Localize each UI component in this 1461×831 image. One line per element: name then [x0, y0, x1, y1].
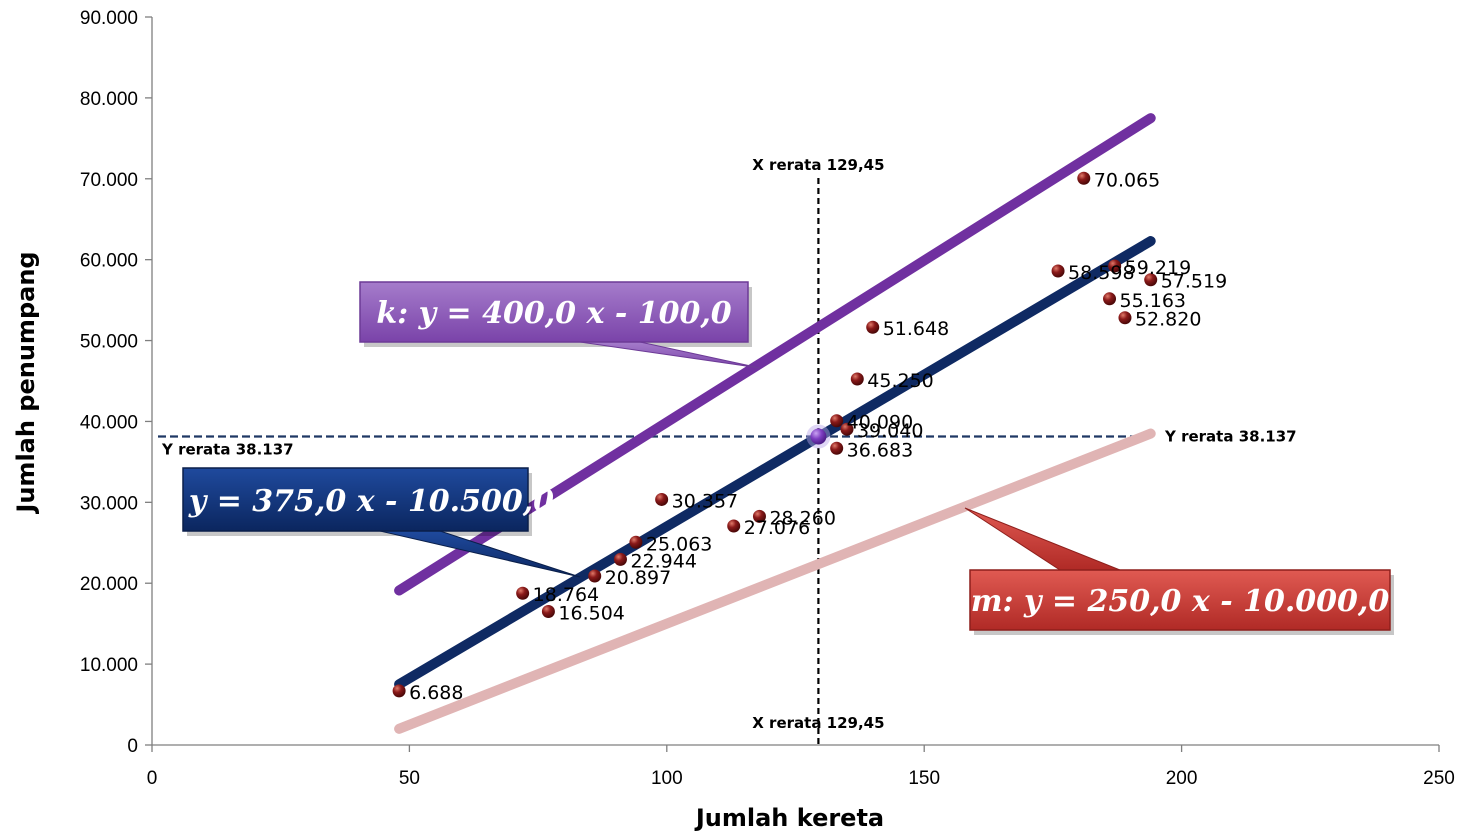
data-label: 40.090 — [847, 412, 913, 434]
reference-lines: X rerata 129,45 X rerata 129,45 Y rerata 3… — [158, 156, 1297, 745]
y-tick-label: 50.000 — [80, 332, 138, 353]
equation-callouts: k: y = 400,0 x - 100,0 l: y = 375,0 x - 1… — [156, 281, 1394, 635]
data-point — [727, 519, 741, 533]
callout-box — [359, 281, 749, 343]
callout-pointer — [964, 507, 1121, 571]
callout-m: m: y = 250,0 x - 10.000,0 — [964, 507, 1394, 635]
axes: 0 10.000 20.000 30.000 40.000 50.000 60.000 70.… — [80, 8, 1455, 789]
data-label: 16.504 — [558, 603, 624, 625]
data-point — [1077, 171, 1091, 185]
data-point — [840, 422, 854, 436]
y-tick-label: 90.000 — [80, 8, 138, 29]
data-point — [516, 586, 530, 600]
data-point — [1144, 273, 1158, 287]
data-label: 27.076 — [744, 517, 810, 539]
data-point — [392, 684, 406, 698]
callout-equation: l: y = 375,0 x - 10.500,0 — [156, 484, 554, 519]
y-tick-label: 80.000 — [80, 89, 138, 110]
data-label: 55.163 — [1120, 290, 1186, 312]
line-m — [394, 428, 1156, 734]
line-l — [394, 236, 1156, 690]
data-label: 30.357 — [672, 490, 738, 512]
data-label: 18.764 — [533, 584, 599, 606]
mean-point — [810, 428, 827, 445]
y-axis-title: Jumlah penumpang — [12, 251, 40, 514]
data-point — [541, 605, 555, 619]
data-point — [830, 414, 844, 428]
data-point — [629, 535, 643, 549]
y-tick-label: 10.000 — [80, 655, 138, 676]
x-mean-label-bottom: X rerata 129,45 — [752, 714, 884, 732]
x-mean-label-top: X rerata 129,45 — [752, 156, 884, 174]
data-label: 45.250 — [867, 370, 933, 392]
callout-equation: k: y = 400,0 x - 100,0 — [376, 296, 731, 331]
fit-lines — [394, 113, 1156, 734]
data-label: 59.219 — [1125, 257, 1191, 279]
data-point — [866, 320, 880, 334]
y-tick-label: 0 — [127, 736, 138, 757]
data-label: 28.260 — [769, 507, 835, 529]
data-label: 6.688 — [409, 682, 463, 704]
callout-box — [182, 467, 529, 532]
x-tick-label: 0 — [147, 768, 158, 789]
data-points — [392, 171, 1158, 698]
data-label: 58.598 — [1068, 262, 1134, 284]
data-point — [588, 569, 602, 583]
x-tick-label: 200 — [1166, 768, 1198, 789]
callout-k: k: y = 400,0 x - 100,0 — [359, 281, 761, 369]
y-tick-label: 60.000 — [80, 251, 138, 272]
callout-l: l: y = 375,0 x - 10.500,0 — [156, 467, 581, 578]
x-tick-label: 250 — [1423, 768, 1455, 789]
data-label: 36.683 — [847, 439, 913, 461]
y-tick-label: 20.000 — [80, 574, 138, 595]
data-point — [752, 509, 766, 523]
data-point — [1051, 264, 1065, 278]
x-tick-label: 100 — [651, 768, 683, 789]
data-label: 57.519 — [1161, 271, 1227, 293]
data-label: 20.897 — [605, 567, 671, 589]
data-point — [613, 552, 627, 566]
y-mean-label-left: Y rerata 38.137 — [161, 441, 294, 459]
data-label: 70.065 — [1094, 169, 1160, 191]
data-point — [850, 372, 864, 386]
x-tick-label: 150 — [908, 768, 940, 789]
data-point — [1108, 259, 1122, 273]
callout-equation: m: y = 250,0 x - 10.000,0 — [971, 584, 1390, 619]
data-point — [830, 441, 844, 455]
data-label: 22.944 — [630, 550, 696, 572]
data-point — [655, 492, 669, 506]
data-point — [1118, 311, 1132, 325]
y-mean-label-right: Y rerata 38.137 — [1164, 428, 1297, 446]
data-label: 25.063 — [646, 533, 712, 555]
x-tick-label: 50 — [399, 768, 420, 789]
y-tick-label: 70.000 — [80, 170, 138, 191]
y-tick-label: 30.000 — [80, 493, 138, 514]
data-label: 51.648 — [883, 318, 949, 340]
x-axis-title: Jumlah kereta — [694, 804, 884, 831]
data-label: 39.040 — [857, 420, 923, 442]
callout-box — [969, 569, 1391, 631]
data-point — [1103, 292, 1117, 306]
data-label: 52.820 — [1135, 309, 1201, 331]
y-tick-label: 40.000 — [80, 412, 138, 433]
